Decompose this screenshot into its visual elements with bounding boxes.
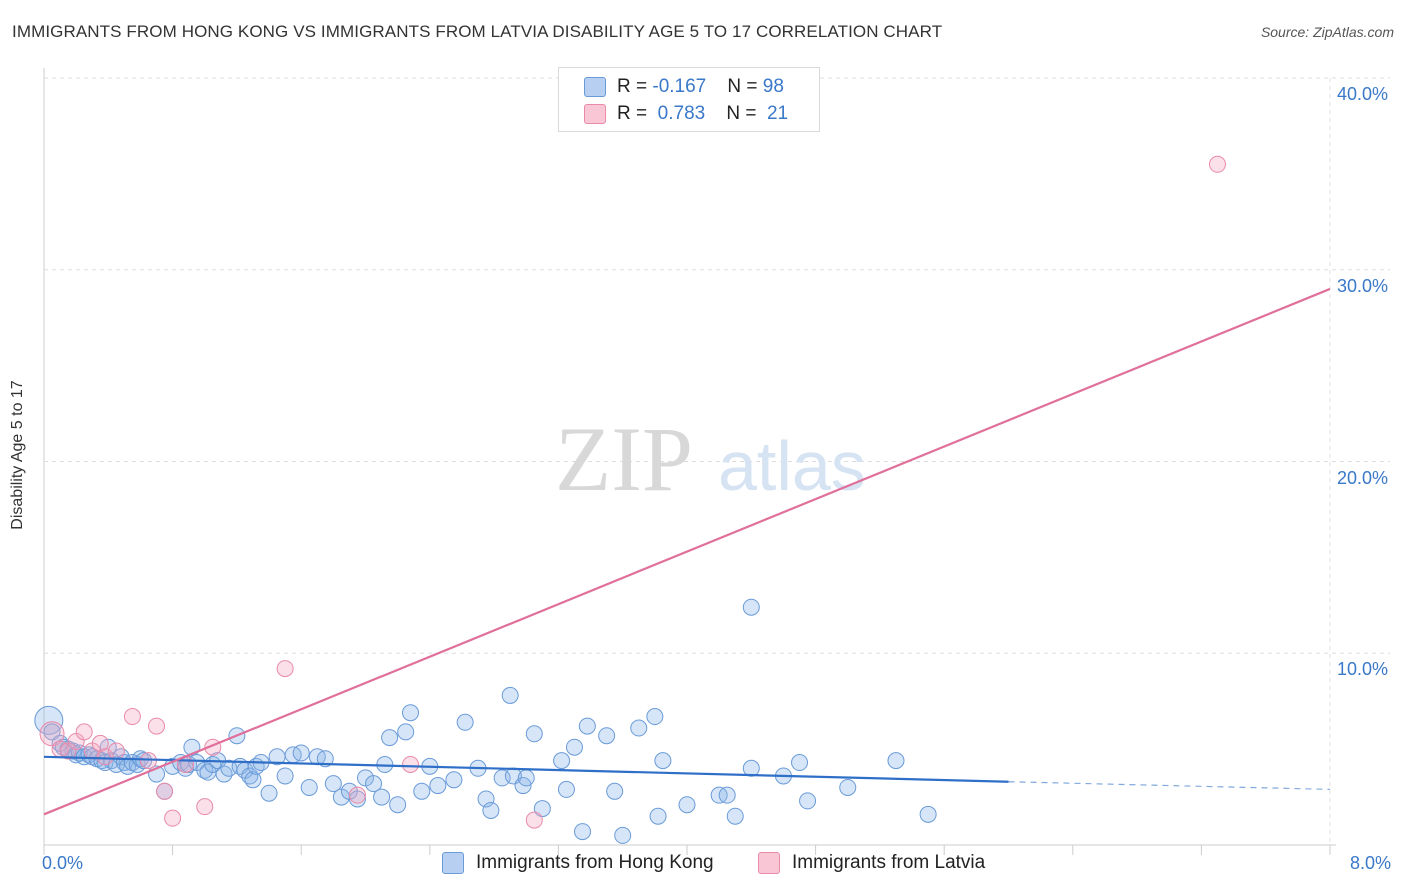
hong-kong-point bbox=[324, 775, 342, 793]
n-label: N = bbox=[726, 103, 762, 124]
r-value-latvia: 0.783 bbox=[652, 103, 706, 124]
r-label: R = bbox=[617, 76, 653, 97]
r-value-hong-kong: -0.167 bbox=[652, 76, 707, 97]
y-tick-label: 20.0% bbox=[1337, 467, 1389, 488]
hong-kong-point bbox=[887, 752, 905, 770]
latvia-point bbox=[348, 786, 366, 804]
hong-kong-point bbox=[43, 723, 61, 741]
latvia-point bbox=[196, 798, 214, 816]
hong-kong-point bbox=[791, 754, 809, 772]
hong-kong-point bbox=[276, 767, 294, 785]
hong-kong-legend-swatch bbox=[442, 852, 464, 874]
latvia-legend-label: Immigrants from Latvia bbox=[792, 852, 986, 873]
hong-kong-point bbox=[482, 801, 500, 819]
hong-kong-point bbox=[533, 800, 551, 818]
legend-row-latvia: R = 0.783 N = 21 bbox=[584, 102, 789, 126]
hong-kong-point bbox=[553, 752, 571, 770]
latvia-trend-line bbox=[43, 287, 1331, 816]
hong-kong-point bbox=[606, 782, 624, 800]
hong-kong-point bbox=[373, 788, 391, 806]
latvia-point bbox=[525, 811, 543, 829]
hong-kong-point bbox=[799, 792, 817, 810]
hong-kong-point bbox=[456, 713, 474, 731]
latvia-point bbox=[164, 809, 182, 827]
hong-kong-point bbox=[413, 782, 431, 800]
hong-kong-point bbox=[654, 752, 672, 770]
hong-kong-point bbox=[678, 796, 696, 814]
hong-kong-point bbox=[565, 738, 583, 756]
r-label: R = bbox=[617, 103, 653, 124]
latvia-point bbox=[148, 717, 166, 735]
latvia-point bbox=[402, 755, 420, 773]
chart-title: IMMIGRANTS FROM HONG KONG VS IMMIGRANTS … bbox=[12, 22, 943, 41]
hong-kong-point bbox=[316, 750, 334, 768]
hong-kong-point bbox=[99, 738, 117, 756]
latvia-point bbox=[96, 748, 114, 766]
hong-kong-point bbox=[501, 686, 519, 704]
legend-row-hong-kong: R = -0.167 N = 98 bbox=[584, 75, 784, 99]
hong-kong-point bbox=[726, 807, 744, 825]
hong-kong-point bbox=[300, 778, 318, 796]
hong-kong-point bbox=[381, 729, 399, 747]
latvia-legend-swatch bbox=[758, 852, 780, 874]
hong-kong-point bbox=[402, 704, 420, 722]
hong-kong-point bbox=[292, 744, 310, 762]
y-tick-label: 10.0% bbox=[1337, 659, 1389, 680]
n-value-latvia: 21 bbox=[761, 103, 789, 124]
hong-kong-point bbox=[646, 708, 664, 726]
x-tick-max: 8.0% bbox=[1350, 853, 1392, 873]
hong-kong-point bbox=[244, 771, 262, 789]
latvia-point bbox=[1208, 155, 1226, 173]
hong-kong-point bbox=[578, 717, 596, 735]
hong-kong-point bbox=[389, 796, 407, 814]
latvia-point bbox=[276, 660, 294, 678]
trend-lines bbox=[43, 287, 1331, 816]
hong-kong-point bbox=[260, 784, 278, 802]
hong-kong-trend-line bbox=[43, 755, 1009, 783]
legend-item-hong-kong[interactable]: Immigrants from Hong Kong bbox=[442, 852, 714, 874]
hong-kong-swatch bbox=[584, 77, 606, 97]
hong-kong-point bbox=[718, 786, 736, 804]
hong-kong-point bbox=[742, 759, 760, 777]
watermark-zip: ZIP bbox=[555, 408, 693, 510]
latvia-point bbox=[123, 708, 141, 726]
y-tick-label: 40.0% bbox=[1337, 84, 1389, 104]
hong-kong-point bbox=[429, 777, 447, 795]
n-label: N = bbox=[727, 76, 763, 97]
chart-source: Source: ZipAtlas.com bbox=[1260, 24, 1394, 40]
hong-kong-point bbox=[397, 723, 415, 741]
hong-kong-point bbox=[445, 771, 463, 789]
hong-kong-point bbox=[525, 725, 543, 743]
latvia-swatch bbox=[584, 104, 606, 124]
hong-kong-point bbox=[598, 727, 616, 745]
hong-kong-point bbox=[348, 790, 366, 808]
hong-kong-point bbox=[649, 807, 667, 825]
hong-kong-point bbox=[365, 775, 383, 793]
hong-kong-point bbox=[557, 780, 575, 798]
hong-kong-point bbox=[742, 598, 760, 616]
y-tick-label: 30.0% bbox=[1337, 275, 1389, 296]
latvia-point bbox=[107, 742, 125, 760]
latvia-point bbox=[156, 782, 174, 800]
y-axis-label: Disability Age 5 to 17 bbox=[9, 380, 26, 530]
hong-kong-point bbox=[614, 826, 632, 844]
latvia-point bbox=[39, 721, 65, 747]
points-layer bbox=[34, 155, 1226, 844]
hong-kong-point bbox=[574, 823, 592, 841]
hong-kong-point bbox=[517, 769, 535, 787]
x-tick-min: 0.0% bbox=[42, 853, 84, 873]
hong-kong-legend-label: Immigrants from Hong Kong bbox=[476, 852, 714, 873]
watermark-atlas: atlas bbox=[718, 427, 866, 505]
hong-kong-point bbox=[839, 778, 857, 796]
n-value-hong-kong: 98 bbox=[762, 76, 784, 97]
latvia-point bbox=[91, 734, 109, 752]
hong-kong-point bbox=[919, 805, 937, 823]
grid bbox=[43, 68, 1390, 855]
hong-kong-trend-extension bbox=[1008, 781, 1331, 790]
legend-item-latvia[interactable]: Immigrants from Latvia bbox=[758, 852, 985, 874]
hong-kong-point bbox=[630, 719, 648, 737]
stats-legend: R = -0.167 N = 98 R = 0.783 N = 21 bbox=[558, 67, 820, 132]
latvia-point bbox=[75, 723, 93, 741]
